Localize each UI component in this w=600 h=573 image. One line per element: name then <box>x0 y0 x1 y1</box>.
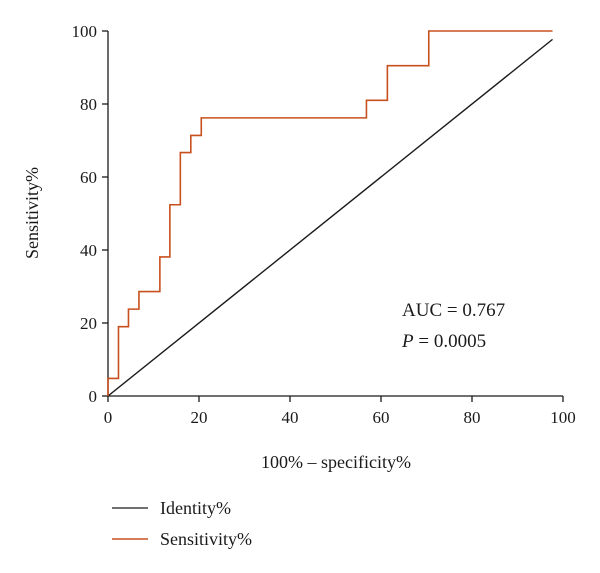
x-tick-label: 0 <box>104 408 113 427</box>
y-tick-label: 60 <box>80 168 97 187</box>
x-tick-label: 80 <box>464 408 481 427</box>
axes: 0 20 40 60 80 100 0 20 40 60 80 100 <box>72 22 576 427</box>
x-tick-label: 100 <box>550 408 576 427</box>
x-tick-label: 20 <box>191 408 208 427</box>
x-axis-title: 100% – specificity% <box>261 452 411 472</box>
p-value: = 0.0005 <box>414 331 486 352</box>
series-line-sensitivity <box>107 30 553 396</box>
series-layer <box>107 30 553 397</box>
y-axis-title: Sensitivity% <box>22 167 42 259</box>
p-label: P <box>401 331 414 352</box>
legend: Identity% Sensitivity% <box>112 498 252 549</box>
p-value-annotation: P = 0.0005 <box>401 331 486 352</box>
legend-label-identity: Identity% <box>160 498 231 518</box>
legend-label-sensitivity: Sensitivity% <box>160 529 252 549</box>
y-tick-label: 0 <box>89 387 98 406</box>
legend-item-identity: Identity% <box>112 498 231 518</box>
series-line-identity <box>107 38 553 397</box>
y-tick-label: 40 <box>80 241 97 260</box>
x-tick-label: 40 <box>282 408 299 427</box>
x-tick-label: 60 <box>373 408 390 427</box>
y-tick-label: 100 <box>72 22 98 41</box>
y-tick-label: 20 <box>80 314 97 333</box>
auc-annotation: AUC = 0.767 <box>402 300 505 321</box>
legend-item-sensitivity: Sensitivity% <box>112 529 252 549</box>
y-tick-label: 80 <box>80 95 97 114</box>
